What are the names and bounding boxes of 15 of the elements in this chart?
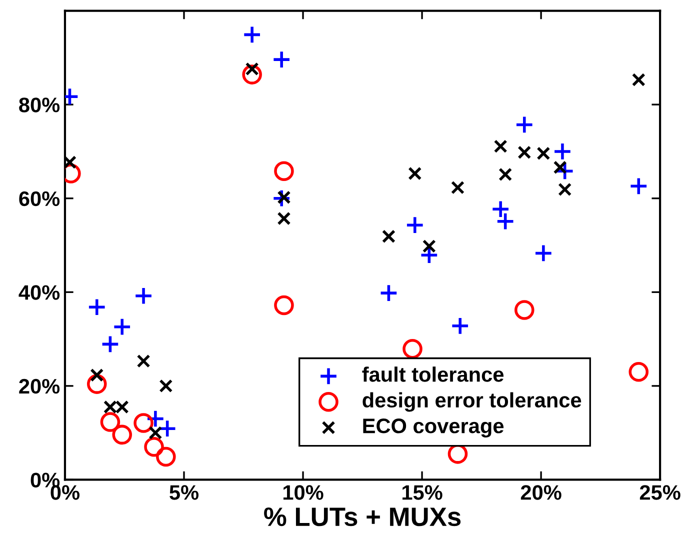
y-tick-label: 20% (19, 378, 60, 394)
y-tick-label: 0% (30, 472, 60, 488)
x-tick-label: 15% (402, 485, 442, 500)
x-tick-label: 20% (520, 485, 562, 500)
y-tick-label: 40% (18, 285, 60, 300)
x-tick-label: 5% (170, 485, 198, 500)
legend-label: fault tolerance (362, 366, 504, 382)
x-tick-label: 0% (50, 485, 80, 500)
legend-label: ECO coverage (363, 418, 504, 438)
legend-label: design error tolerance (362, 392, 582, 412)
x-tick-label: 25% (640, 485, 680, 500)
x-axis-title: % LUTs + MUXs (264, 508, 461, 526)
x-tick-label: 10% (283, 485, 324, 500)
y-tick-label: 80% (19, 98, 60, 112)
y-tick-label: 60% (19, 191, 60, 206)
